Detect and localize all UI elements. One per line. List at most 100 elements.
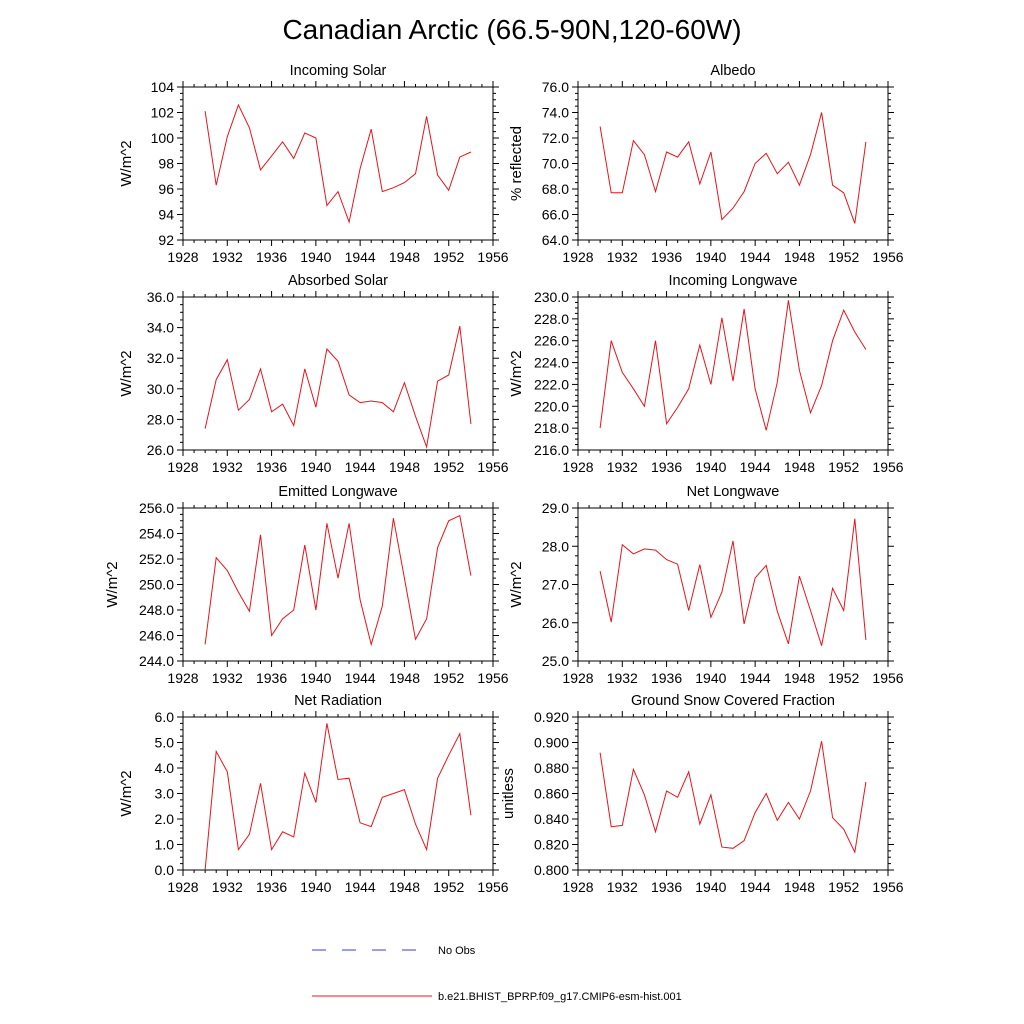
y-tick-label: 230.0 xyxy=(534,289,569,305)
y-tick-label: 102 xyxy=(151,105,175,121)
x-tick-label: 1932 xyxy=(212,670,243,686)
chart-panel: 1928 1932 1936 1940 1944 1948 1952 1956 216.0 218… xyxy=(508,273,904,475)
y-tick-label: 220.0 xyxy=(534,398,569,414)
x-tick-label: 1952 xyxy=(828,670,859,686)
x-tick-label: 1952 xyxy=(828,879,859,895)
x-tick-label: 1944 xyxy=(345,670,376,686)
x-tick-label: 1932 xyxy=(607,249,638,265)
y-tick-label: 36.0 xyxy=(147,289,174,305)
y-axis-label: W/m^2 xyxy=(104,561,121,607)
y-axis-label: W/m^2 xyxy=(118,140,135,186)
y-tick-label: 26.0 xyxy=(542,615,569,631)
y-tick-label: 254.0 xyxy=(139,526,174,542)
y-tick-label: 25.0 xyxy=(542,653,569,669)
panel-title: Ground Snow Covered Fraction xyxy=(631,693,835,709)
legend-obs-label: No Obs xyxy=(438,945,476,957)
y-tick-label: 6.0 xyxy=(155,709,175,725)
x-tick-label: 1928 xyxy=(167,249,198,265)
panel-title: Incoming Longwave xyxy=(669,273,798,289)
x-tick-label: 1956 xyxy=(477,879,508,895)
x-tick-label: 1940 xyxy=(300,249,331,265)
x-tick-label: 1932 xyxy=(607,670,638,686)
series-line xyxy=(599,112,867,224)
x-tick-label: 1936 xyxy=(256,670,287,686)
x-tick-label: 1944 xyxy=(345,459,376,475)
figure-title: Canadian Arctic (66.5-90N,120-60W) xyxy=(282,14,742,45)
x-tick-label: 1948 xyxy=(389,879,420,895)
x-tick-label: 1944 xyxy=(740,459,771,475)
y-tick-label: 64.0 xyxy=(542,232,569,248)
x-tick-label: 1956 xyxy=(872,670,903,686)
panel-title: Incoming Solar xyxy=(290,63,387,79)
x-tick-label: 1936 xyxy=(651,249,682,265)
series-line xyxy=(599,518,867,646)
x-tick-label: 1956 xyxy=(872,459,903,475)
x-tick-label: 1932 xyxy=(212,459,243,475)
x-tick-label: 1948 xyxy=(784,459,815,475)
series-line xyxy=(204,514,472,647)
chart-panel: 1928 1932 1936 1940 1944 1948 1952 1956 244.0 246… xyxy=(104,484,509,686)
y-tick-label: 28.0 xyxy=(147,411,174,427)
x-tick-label: 1952 xyxy=(828,459,859,475)
y-tick-label: 66.0 xyxy=(542,207,569,223)
x-tick-label: 1940 xyxy=(695,879,726,895)
x-tick-label: 1928 xyxy=(562,249,593,265)
y-tick-label: 224.0 xyxy=(534,355,569,371)
panel-title: Absorbed Solar xyxy=(288,273,388,289)
y-tick-label: 244.0 xyxy=(139,653,174,669)
y-tick-label: 252.0 xyxy=(139,551,174,567)
x-tick-label: 1952 xyxy=(433,670,464,686)
x-tick-label: 1936 xyxy=(651,670,682,686)
y-axis-label: W/m^2 xyxy=(508,350,525,396)
x-tick-label: 1944 xyxy=(345,249,376,265)
y-tick-label: 30.0 xyxy=(147,381,174,397)
legend: No Obs b.e21.BHIST_BPRP.f09_g17.CMIP6-esm… xyxy=(312,945,682,1003)
y-tick-label: 0.920 xyxy=(534,709,569,725)
x-tick-label: 1944 xyxy=(345,879,376,895)
y-tick-label: 250.0 xyxy=(139,577,174,593)
plot-frame xyxy=(182,716,494,871)
x-tick-label: 1928 xyxy=(562,670,593,686)
x-tick-label: 1944 xyxy=(740,249,771,265)
x-tick-label: 1952 xyxy=(433,249,464,265)
chart-panel: 1928 1932 1936 1940 1944 1948 1952 1956 0.800 0.8… xyxy=(500,693,904,895)
panel-title: Albedo xyxy=(710,63,755,79)
panel-title: Emitted Longwave xyxy=(278,484,397,500)
plot-frame xyxy=(182,296,494,451)
legend-model-label: b.e21.BHIST_BPRP.f09_g17.CMIP6-esm-hist.… xyxy=(438,991,682,1003)
chart-panel: 1928 1932 1936 1940 1944 1948 1952 1956 92 94 96 98… xyxy=(118,63,509,265)
y-tick-label: 3.0 xyxy=(155,786,175,802)
y-axis-label: unitless xyxy=(500,768,517,819)
y-tick-label: 248.0 xyxy=(139,602,174,618)
x-tick-label: 1948 xyxy=(784,879,815,895)
plot-frame xyxy=(577,296,889,451)
series-line xyxy=(204,325,472,449)
y-tick-label: 218.0 xyxy=(534,420,569,436)
y-axis-label: W/m^2 xyxy=(118,350,135,396)
x-tick-label: 1932 xyxy=(212,879,243,895)
series-line xyxy=(599,741,867,854)
chart-panel: 1928 1932 1936 1940 1944 1948 1952 1956 26.0 28.0… xyxy=(118,273,509,475)
y-tick-label: 74.0 xyxy=(542,105,569,121)
y-tick-label: 5.0 xyxy=(155,735,175,751)
x-tick-label: 1940 xyxy=(695,459,726,475)
x-tick-label: 1936 xyxy=(256,879,287,895)
x-tick-label: 1928 xyxy=(562,459,593,475)
x-tick-label: 1952 xyxy=(828,249,859,265)
y-tick-label: 27.0 xyxy=(542,577,569,593)
plot-frame xyxy=(577,507,889,662)
y-tick-label: 1.0 xyxy=(155,837,175,853)
y-tick-label: 70.0 xyxy=(542,156,569,172)
y-tick-label: 256.0 xyxy=(139,500,174,516)
x-tick-label: 1944 xyxy=(740,670,771,686)
y-axis-label: W/m^2 xyxy=(118,770,135,816)
x-tick-label: 1932 xyxy=(607,459,638,475)
y-tick-label: 34.0 xyxy=(147,320,174,336)
x-tick-label: 1940 xyxy=(695,249,726,265)
panel-title: Net Longwave xyxy=(687,484,780,500)
y-tick-label: 26.0 xyxy=(147,442,174,458)
y-tick-label: 0.800 xyxy=(534,862,569,878)
x-tick-label: 1932 xyxy=(212,249,243,265)
y-tick-label: 0.820 xyxy=(534,837,569,853)
y-tick-label: 216.0 xyxy=(534,442,569,458)
